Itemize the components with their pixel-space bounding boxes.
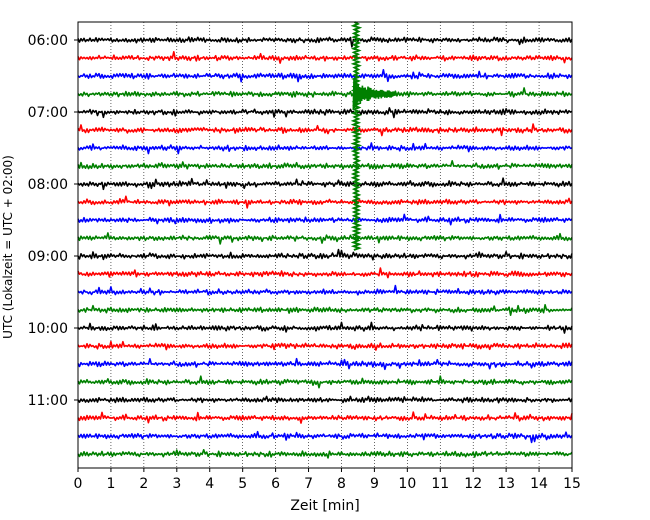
trace-row-11:15 bbox=[77, 411, 573, 424]
grid-lines bbox=[110, 22, 540, 468]
trace-row-09:30 bbox=[77, 284, 573, 296]
plot-frame bbox=[77, 21, 573, 469]
x-tick-label-1: 1 bbox=[106, 476, 115, 492]
x-tick-label-13: 13 bbox=[497, 476, 515, 492]
trace-row-07:45 bbox=[77, 160, 573, 170]
trace-row-08:15 bbox=[77, 195, 573, 209]
trace-row-08:30 bbox=[77, 213, 573, 226]
y-tick-label-09:00: 09:00 bbox=[28, 249, 68, 265]
earthquake-event bbox=[350, 21, 397, 251]
trace-row-08:45 bbox=[77, 232, 573, 245]
trace-row-11:30 bbox=[77, 430, 573, 444]
trace-row-06:45 bbox=[77, 87, 573, 98]
x-tick-label-5: 5 bbox=[238, 476, 247, 492]
x-tick-label-10: 10 bbox=[398, 476, 416, 492]
x-tick-label-0: 0 bbox=[74, 476, 83, 492]
y-tick-label-06:00: 06:00 bbox=[28, 33, 68, 49]
trace-row-07:00 bbox=[77, 107, 573, 119]
trace-row-09:00 bbox=[77, 248, 573, 261]
trace-row-06:15 bbox=[77, 51, 573, 64]
trace-row-11:00 bbox=[77, 395, 573, 404]
x-tick-label-8: 8 bbox=[337, 476, 346, 492]
trace-row-10:45 bbox=[77, 375, 573, 389]
trace-row-10:15 bbox=[77, 340, 573, 351]
trace-row-07:30 bbox=[77, 142, 573, 155]
trace-row-06:00 bbox=[77, 36, 573, 48]
x-tick-label-7: 7 bbox=[304, 476, 313, 492]
y-tick-label-08:00: 08:00 bbox=[28, 177, 68, 193]
y-axis-ticks: 06:00 07:00 08:00 09:00 10:00 11:00 bbox=[28, 33, 78, 409]
x-tick-label-9: 9 bbox=[370, 476, 379, 492]
x-tick-label-15: 15 bbox=[563, 476, 581, 492]
event-spike bbox=[350, 21, 363, 251]
x-tick-label-4: 4 bbox=[205, 476, 214, 492]
event-coda bbox=[352, 78, 397, 110]
x-tick-label-2: 2 bbox=[139, 476, 148, 492]
x-tick-label-12: 12 bbox=[464, 476, 482, 492]
trace-row-06:30 bbox=[77, 69, 573, 83]
x-tick-label-6: 6 bbox=[271, 476, 280, 492]
trace-row-09:45 bbox=[77, 304, 573, 316]
y-axis-label: UTC (Lokalzeit = UTC + 02:00) bbox=[1, 155, 15, 339]
trace-row-09:15 bbox=[77, 267, 573, 279]
x-axis-ticks: 0 1 2 3 4 5 6 7 8 9 10 11 12 13 14 15 bbox=[74, 468, 581, 492]
x-tick-label-14: 14 bbox=[530, 476, 548, 492]
x-tick-label-11: 11 bbox=[431, 476, 449, 492]
y-tick-label-07:00: 07:00 bbox=[28, 105, 68, 121]
trace-row-10:30 bbox=[77, 357, 573, 371]
x-axis-label: Zeit [min] bbox=[290, 498, 359, 514]
x-tick-label-3: 3 bbox=[172, 476, 181, 492]
trace-row-10:00 bbox=[77, 321, 573, 334]
trace-row-07:15 bbox=[77, 123, 573, 137]
trace-row-08:00 bbox=[77, 177, 573, 191]
y-tick-label-10:00: 10:00 bbox=[28, 321, 68, 337]
y-tick-label-11:00: 11:00 bbox=[28, 393, 68, 409]
trace-row-11:45 bbox=[77, 449, 573, 459]
trace-rows bbox=[77, 36, 573, 459]
